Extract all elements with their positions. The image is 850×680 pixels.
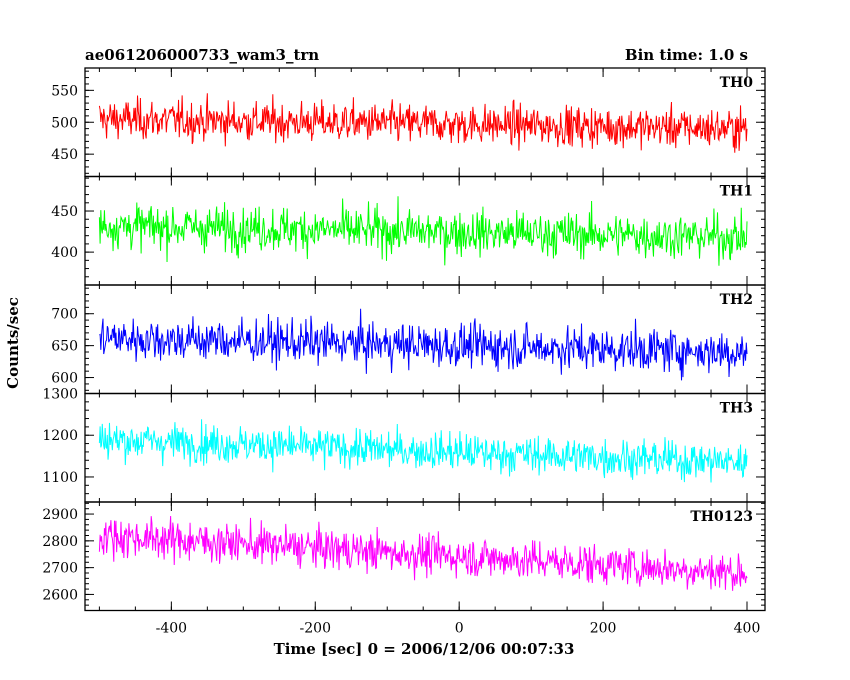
y-tick-label: 1200 [42, 428, 78, 444]
y-tick-label: 450 [51, 147, 78, 163]
panel-name-th2: TH2 [720, 292, 753, 308]
x-tick-label: 0 [455, 621, 464, 637]
x-tick-label: 400 [734, 621, 761, 637]
y-tick-label: 2900 [42, 507, 78, 523]
x-tick-label: -400 [156, 621, 187, 637]
panel-th0123: 2600 2700 2800 2900 TH0123 [42, 501, 766, 612]
panel-name-th0123: TH0123 [690, 509, 753, 525]
y-tick-label: 2600 [42, 587, 78, 603]
panel-name-th0: TH0 [720, 75, 754, 91]
panel-frame [84, 392, 766, 503]
y-tick-label: 550 [51, 83, 78, 99]
panel-th2: 600 650 700 TH2 [51, 284, 766, 395]
series-line-th3 [98, 419, 748, 483]
y-axis-label: Counts/sec [4, 297, 22, 389]
series-line-th2 [99, 308, 748, 381]
panel-frame [84, 175, 766, 286]
panel-frame [84, 501, 766, 612]
plot-title: ae061206000733_wam3_trn [85, 46, 319, 64]
series-line-th0123 [98, 515, 748, 591]
panel-name-th3: TH3 [720, 401, 753, 417]
y-tick-label: 500 [51, 115, 78, 131]
panel-th3: 1100 1200 1300 TH3 [42, 387, 766, 503]
y-tick-label: 400 [51, 245, 78, 261]
y-tick-label: 600 [51, 371, 78, 387]
y-tick-label: 1100 [42, 470, 78, 486]
series-line-th1 [98, 196, 748, 266]
panel-th1: 400 450 TH1 [51, 175, 766, 286]
y-tick-label: 2800 [42, 534, 78, 550]
x-axis: -400 -200 0 200 400 [156, 621, 761, 637]
x-axis-label: Time [sec] 0 = 2006/12/06 00:07:33 [274, 640, 575, 658]
y-tick-label: 650 [51, 339, 78, 355]
panel-th0: 450 500 550 TH0 [51, 67, 766, 178]
panels: 450 500 550 TH0 400 450 TH1 600 650 700 TH2 1100 120… [42, 67, 766, 612]
bin-time-label: Bin time: 1.0 s [625, 46, 748, 64]
y-tick-label: 1300 [42, 387, 78, 403]
series-line-th0 [98, 93, 748, 153]
y-tick-label: 700 [51, 307, 78, 323]
y-tick-label: 2700 [42, 561, 78, 577]
y-tick-label: 450 [51, 204, 78, 220]
x-tick-label: 200 [590, 621, 617, 637]
panel-name-th1: TH1 [720, 184, 753, 200]
x-tick-label: -200 [300, 621, 331, 637]
